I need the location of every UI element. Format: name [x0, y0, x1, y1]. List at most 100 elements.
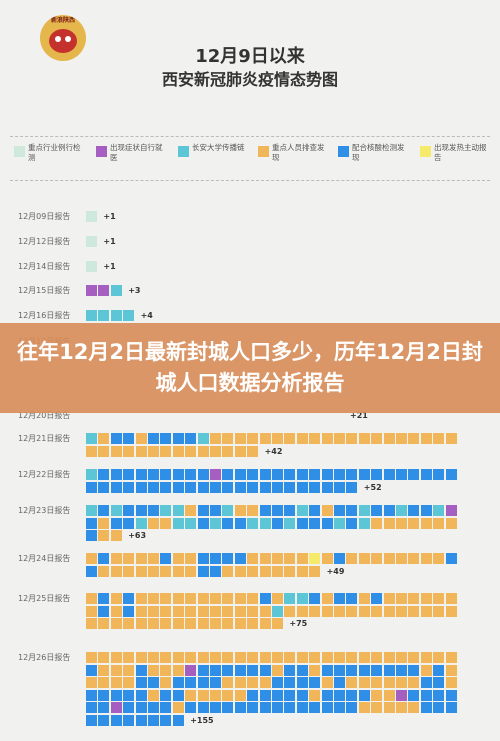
case-cell	[284, 517, 296, 529]
case-cell	[98, 702, 110, 713]
case-cell	[110, 445, 122, 457]
case-cell	[185, 565, 197, 577]
case-cell	[247, 517, 259, 529]
case-cell	[445, 469, 457, 480]
case-cell	[123, 714, 135, 726]
case-cell	[396, 689, 407, 701]
case-cell	[123, 593, 135, 604]
case-cell	[383, 593, 395, 604]
case-cell	[222, 605, 234, 617]
row-count: +155	[190, 715, 214, 725]
case-cell	[110, 505, 122, 516]
case-cell	[197, 565, 209, 577]
case-cell	[234, 445, 246, 457]
case-cell	[346, 433, 358, 444]
case-cell	[135, 605, 147, 617]
case-cell	[383, 689, 395, 701]
case-cell	[346, 702, 358, 713]
case-cell	[420, 689, 432, 701]
case-cell	[259, 605, 271, 617]
case-cell	[222, 702, 234, 713]
case-cell	[222, 677, 234, 688]
row-count: +75	[289, 619, 308, 628]
case-cell	[445, 689, 457, 701]
row-count: +63	[128, 531, 147, 540]
case-cell	[222, 664, 234, 676]
case-cell	[408, 469, 420, 480]
case-cell	[86, 605, 97, 617]
case-cell	[445, 677, 457, 688]
case-cell	[396, 517, 407, 529]
case-cell	[98, 689, 110, 701]
case-cell	[358, 689, 370, 701]
case-cell	[172, 714, 184, 726]
legend-swatch	[420, 146, 431, 157]
case-cell	[234, 505, 246, 516]
case-cell	[321, 469, 333, 480]
page-title: 12月9日以来	[195, 46, 305, 67]
row-count: +1	[103, 237, 116, 246]
case-cell	[197, 652, 209, 663]
case-cell	[135, 469, 147, 480]
page-subtitle: 西安新冠肺炎疫情态势图	[161, 70, 338, 89]
case-cell	[148, 702, 159, 713]
case-cell	[234, 618, 246, 629]
case-cell	[445, 605, 457, 617]
case-cell	[234, 664, 246, 676]
case-cell	[185, 677, 197, 688]
case-cell	[210, 605, 221, 617]
case-cell	[358, 702, 370, 713]
case-cell	[135, 702, 147, 713]
case-cell	[160, 565, 172, 577]
case-cell	[185, 689, 197, 701]
case-cell	[346, 689, 358, 701]
case-cell	[110, 481, 122, 493]
legend-swatch	[338, 146, 349, 157]
case-cell	[358, 593, 370, 604]
case-cell	[160, 677, 172, 688]
case-cell	[247, 469, 259, 480]
case-cell	[358, 505, 370, 516]
case-cell	[334, 517, 345, 529]
case-cell	[358, 469, 370, 480]
case-cell	[148, 469, 159, 480]
case-cell	[334, 433, 345, 444]
case-cell	[445, 517, 457, 529]
case-cell	[272, 505, 283, 516]
legend-swatch	[14, 146, 25, 157]
case-cell	[135, 714, 147, 726]
case-cell	[172, 469, 184, 480]
case-cell	[408, 553, 420, 564]
case-cell	[98, 593, 110, 604]
case-cell	[358, 553, 370, 564]
case-cell	[309, 652, 321, 663]
case-cell	[408, 652, 420, 663]
case-cell	[210, 433, 221, 444]
legend: 重点行业例行检测 出现症状自行就医 长安大学传播链 重点人员排查发现 配合核酸检…	[14, 143, 487, 165]
case-cell	[321, 593, 333, 604]
case-cell	[172, 702, 184, 713]
case-cell	[284, 469, 296, 480]
case-cell	[346, 517, 358, 529]
case-cell	[160, 689, 172, 701]
case-cell	[383, 517, 395, 529]
case-cell	[110, 469, 122, 480]
logo-text: 新浪陕西	[50, 17, 75, 24]
case-cell	[272, 553, 283, 564]
case-cell	[396, 553, 407, 564]
case-cell	[98, 530, 110, 541]
case-cell	[160, 618, 172, 629]
case-cell	[284, 505, 296, 516]
row-count: +1	[103, 262, 116, 271]
case-cell	[123, 553, 135, 564]
case-cell	[234, 433, 246, 444]
case-cell	[371, 605, 383, 617]
case-cell	[197, 445, 209, 457]
case-cell	[148, 677, 159, 688]
logo-face	[49, 29, 77, 53]
case-cell	[98, 445, 110, 457]
case-cell	[234, 702, 246, 713]
case-cell	[259, 652, 271, 663]
case-cell	[408, 593, 420, 604]
case-cell	[346, 481, 358, 493]
